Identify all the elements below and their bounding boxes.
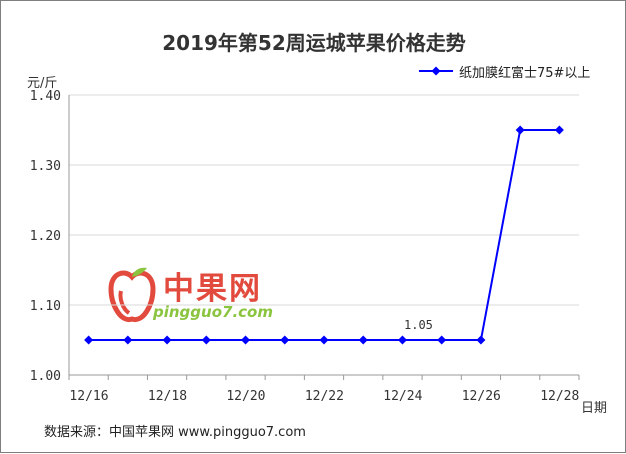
data-point	[358, 335, 368, 345]
data-point	[397, 335, 407, 345]
data-point	[280, 335, 290, 345]
x-tick-label: 12/16	[69, 389, 108, 404]
data-point	[162, 335, 172, 345]
x-tick-label: 12/26	[462, 389, 501, 404]
y-tick-label: 1.10	[30, 299, 61, 314]
y-tick-label: 1.30	[30, 159, 61, 174]
apple-logo-icon	[108, 267, 156, 322]
x-tick-label: 12/18	[148, 389, 187, 404]
data-label: 1.05	[404, 318, 433, 332]
y-tick-label: 1.00	[30, 369, 61, 384]
y-tick-label: 1.40	[30, 89, 61, 104]
legend-swatch	[419, 66, 453, 76]
x-tick-label: 12/28	[540, 389, 579, 404]
watermark-url: pingguo7.com	[153, 303, 273, 321]
watermark-chinese: 中果网	[163, 271, 262, 307]
data-point	[437, 335, 447, 345]
data-point	[241, 335, 251, 345]
data-point	[515, 125, 525, 135]
x-axis-unit: 日期	[581, 401, 608, 416]
data-point	[554, 125, 564, 135]
y-axis-unit: 元/斤	[27, 76, 58, 91]
x-tick-label: 12/22	[305, 389, 344, 404]
y-tick-label: 1.20	[30, 229, 61, 244]
chart-title: 2019年第52周运城苹果价格走势	[162, 31, 466, 55]
data-point	[476, 335, 486, 345]
legend: 纸加膜红富士75#以上	[417, 63, 591, 81]
data-point	[84, 335, 94, 345]
x-tick-label: 12/24	[383, 389, 422, 404]
data-source: 数据来源：中国苹果网 www.pingguo7.com	[44, 425, 306, 440]
data-point	[201, 335, 211, 345]
x-tick-label: 12/20	[226, 389, 265, 404]
data-point	[319, 335, 329, 345]
legend-label: 纸加膜红富士75#以上	[459, 65, 591, 81]
data-point	[123, 335, 133, 345]
watermark-logo: 中果网 pingguo7.com	[105, 263, 305, 335]
